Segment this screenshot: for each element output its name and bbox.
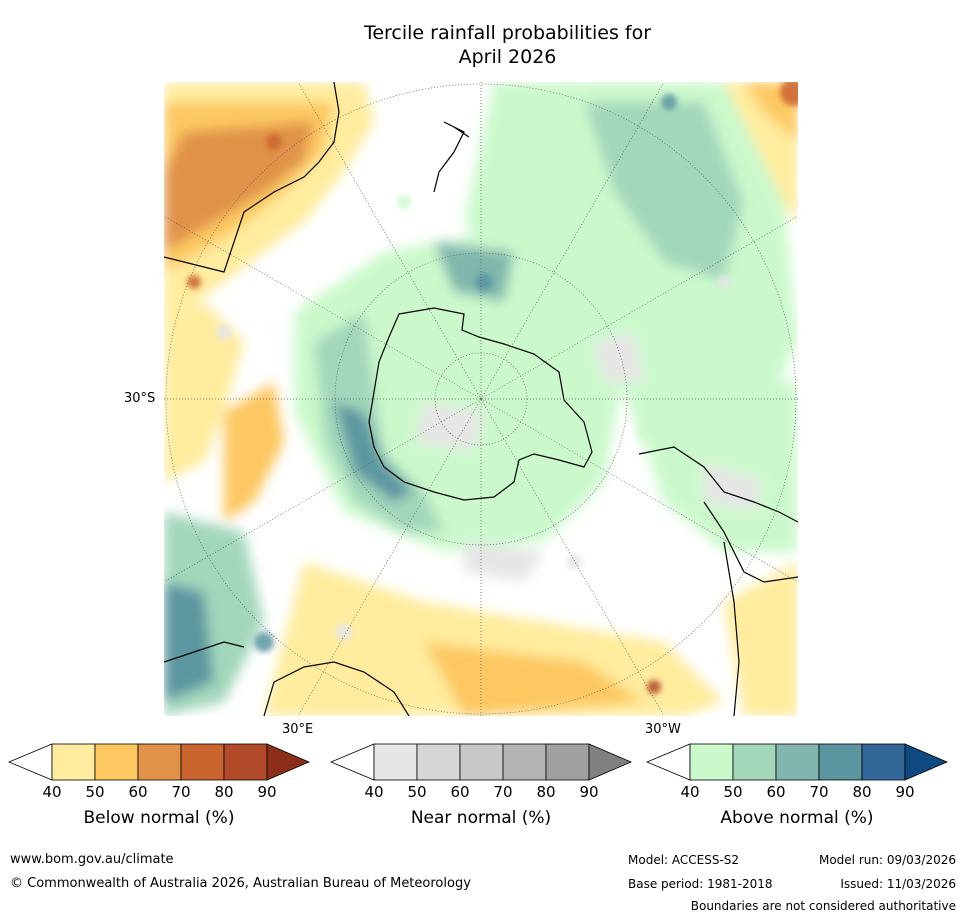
colorbar-swatch	[861, 743, 906, 781]
colorbar-arrow-high	[904, 743, 948, 781]
colorbar-tick: 50	[407, 783, 427, 801]
colorbar-swatch	[416, 743, 461, 781]
below-normal-label: Below normal (%)	[83, 808, 235, 828]
near-normal-field	[414, 402, 484, 452]
colorbar-swatch	[459, 743, 504, 781]
map-title-line1: Tercile rainfall probabilities for	[363, 22, 652, 44]
below-normal-field-3	[164, 122, 314, 252]
colorbar-tick: 40	[42, 783, 62, 801]
footer-model-run: Model run: 09/03/2026	[818, 853, 956, 867]
colorbar-swatch	[223, 743, 268, 781]
colorbar-tick: 70	[493, 783, 513, 801]
below-normal-field-8	[724, 562, 798, 716]
colorbar-tick: 40	[680, 783, 700, 801]
footer-model: Model: ACCESS-S2	[628, 853, 740, 867]
below-normal-field-4	[164, 302, 244, 482]
footer-base-period: Base period: 1981-2018	[628, 877, 773, 891]
colorbar-swatch	[137, 743, 182, 781]
colorbar-tick: 60	[766, 783, 786, 801]
colorbar-tick: 70	[809, 783, 829, 801]
africa-coastline	[164, 641, 410, 716]
colorbar-tick: 50	[85, 783, 105, 801]
colorbar-tick: 70	[171, 783, 191, 801]
above-normal-field-9	[164, 582, 214, 702]
colorbar-arrow-low	[646, 743, 691, 781]
below-normal-field-6	[264, 562, 724, 716]
below-normal-colorbar	[8, 743, 310, 781]
colorbar-arrow-high	[266, 743, 310, 781]
colorbar-tick: 60	[128, 783, 148, 801]
above-normal-field-5	[314, 312, 444, 532]
above-normal-colorbar	[646, 743, 948, 781]
colorbar-arrow-low	[8, 743, 53, 781]
near-normal-field-3	[464, 542, 544, 582]
near-normal-field-4	[704, 462, 764, 512]
longitude-label-30w: 30°W	[645, 722, 681, 737]
below-normal-field-7	[424, 642, 644, 716]
colorbar-swatch	[689, 743, 734, 781]
colorbar-swatch	[94, 743, 139, 781]
colorbar-swatch	[818, 743, 863, 781]
latitude-label-30s: 30°S	[124, 391, 156, 406]
tercile-probability-map	[164, 82, 798, 716]
new-zealand-coastline	[433, 121, 470, 193]
above-normal-field-7	[434, 242, 514, 302]
near-normal-label: Near normal (%)	[410, 808, 552, 828]
map-title-line2: April 2026	[458, 46, 557, 68]
colorbar-swatch	[51, 743, 96, 781]
near-normal-field-2	[594, 332, 644, 382]
longitude-label-30e: 30°E	[282, 722, 314, 737]
near-normal-colorbar	[330, 743, 632, 781]
footer-disclaimer: Boundaries are not considered authoritat…	[690, 899, 956, 913]
colorbar-swatch	[373, 743, 418, 781]
below-normal-field-5	[224, 382, 284, 522]
colorbar-tick: 80	[536, 783, 556, 801]
colorbar-tick: 90	[257, 783, 277, 801]
above-normal-label: Above normal (%)	[720, 808, 874, 828]
colorbar-swatch	[775, 743, 820, 781]
colorbar-arrow-high	[588, 743, 632, 781]
antarctica-coastline	[368, 307, 593, 501]
colorbar-tick: 80	[214, 783, 234, 801]
australia-coastline	[164, 82, 340, 273]
colorbar-tick: 80	[852, 783, 872, 801]
colorbar-tick: 90	[895, 783, 915, 801]
colorbar-swatch	[545, 743, 590, 781]
footer-issued: Issued: 11/03/2026	[840, 877, 956, 891]
colorbar-tick: 60	[450, 783, 470, 801]
colorbar-tick: 40	[364, 783, 384, 801]
probability-fields	[164, 82, 798, 716]
colorbar-tick: 50	[723, 783, 743, 801]
colorbar-swatch	[502, 743, 547, 781]
colorbar-swatch	[732, 743, 777, 781]
above-normal-field-6	[334, 402, 414, 502]
footer-url: www.bom.gov.au/climate	[10, 852, 174, 867]
colorbar-arrow-low	[330, 743, 375, 781]
above-normal-field-2	[584, 102, 744, 282]
colorbar-swatch	[180, 743, 225, 781]
colorbar-tick: 90	[579, 783, 599, 801]
footer-copyright: © Commonwealth of Australia 2026, Austra…	[10, 876, 471, 891]
graticule	[164, 82, 798, 716]
